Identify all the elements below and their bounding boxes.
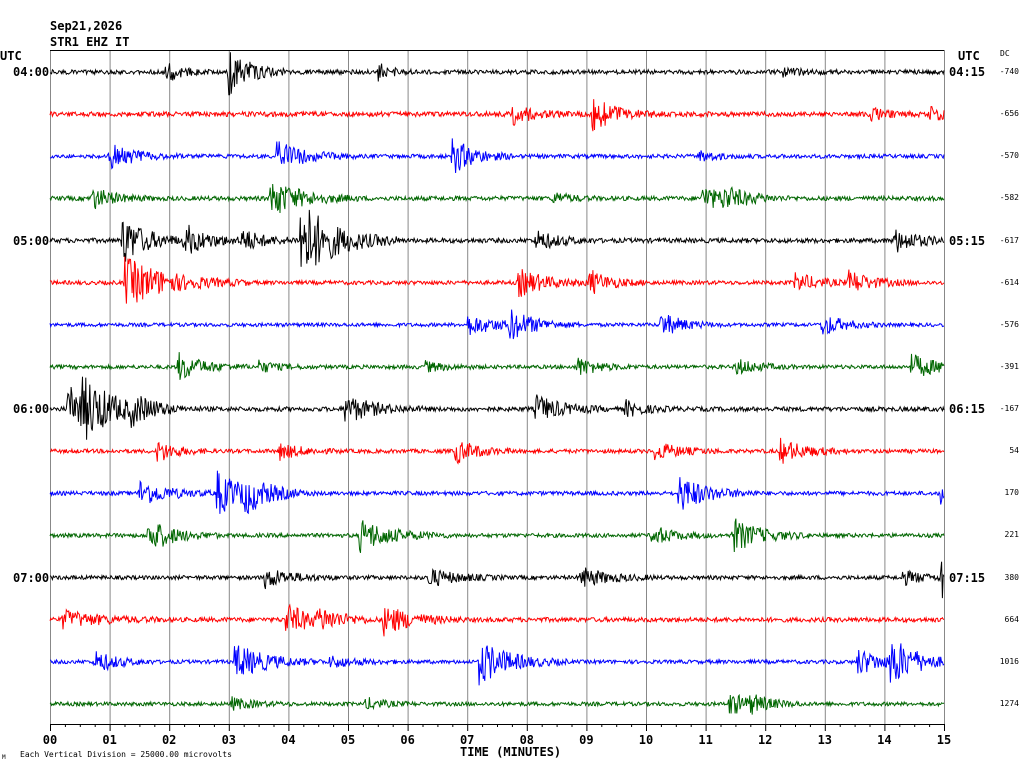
x-tick-label: 05 <box>340 733 356 747</box>
scale-footnote: Each Vertical Division = 25000.00 microv… <box>20 750 232 759</box>
seismic-trace <box>49 183 945 214</box>
seismic-trace <box>49 561 945 599</box>
dc-offset-value: 221 <box>1004 530 1019 540</box>
seismic-trace <box>49 376 945 440</box>
dc-offset-value: 1016 <box>999 656 1019 666</box>
dc-offset-value: -167 <box>999 404 1019 414</box>
x-tick-label: 15 <box>936 733 952 747</box>
corner-mark: M <box>2 754 6 761</box>
seismic-traces <box>49 52 945 715</box>
x-tick-label: 10 <box>638 733 654 747</box>
station-channel: STR1 EHZ IT <box>50 35 130 49</box>
dc-offset-value: -576 <box>999 319 1019 329</box>
plot-date: Sep21,2026 <box>50 19 123 33</box>
x-tick-label: 06 <box>400 733 415 747</box>
time-axis <box>50 724 945 731</box>
x-axis-label: TIME (MINUTES) <box>460 745 562 759</box>
seismic-trace <box>49 603 945 637</box>
x-tick-label: 07 <box>459 733 475 747</box>
x-tick-label: 02 <box>161 733 177 747</box>
dc-offset-value: 1274 <box>999 698 1019 708</box>
minute-grid <box>50 50 945 724</box>
seismic-trace <box>49 352 945 380</box>
time-label-right: 07:15 <box>949 570 986 585</box>
utc-label-left: UTC <box>0 49 22 63</box>
seismic-trace <box>49 518 945 554</box>
x-tick-label: 13 <box>817 733 833 747</box>
time-label-left: 07:00 <box>13 570 50 585</box>
dc-offset-value: -740 <box>999 67 1019 76</box>
dc-label: DC <box>1000 49 1010 58</box>
seismic-trace <box>49 309 945 340</box>
seismic-trace <box>49 256 945 304</box>
x-tick-label: 01 <box>102 733 117 747</box>
dc-offset-value: -582 <box>999 193 1019 203</box>
x-tick-label: 08 <box>519 733 535 747</box>
time-label-right: 04:15 <box>949 65 986 79</box>
time-label-left: 06:00 <box>13 402 50 417</box>
x-tick-label: 00 <box>42 733 58 747</box>
dc-offset-value: -614 <box>999 277 1019 287</box>
seismic-trace <box>49 470 945 515</box>
x-tick-label: 09 <box>579 733 594 747</box>
time-label-right: 06:15 <box>949 402 986 417</box>
x-tick-label: 03 <box>221 733 237 747</box>
time-label-left: 05:00 <box>13 233 50 248</box>
time-label-right: 05:15 <box>949 233 986 248</box>
x-tick-label: 11 <box>698 733 713 747</box>
time-label-left: 04:00 <box>13 65 50 79</box>
dc-offset-value: 380 <box>1004 572 1019 582</box>
dc-offset-value: 170 <box>1004 488 1019 498</box>
seismic-trace <box>49 437 945 465</box>
seismic-trace <box>49 52 945 96</box>
seismic-trace <box>49 209 945 267</box>
dc-offset-value: -570 <box>999 151 1019 161</box>
seismic-trace <box>49 693 945 715</box>
dc-offset-value: 54 <box>1009 446 1019 456</box>
dc-offset-value: -656 <box>999 109 1019 119</box>
dc-offset-value: -617 <box>999 235 1019 245</box>
seismic-trace <box>49 99 945 132</box>
seismic-trace <box>49 138 945 174</box>
x-tick-label: 12 <box>757 733 773 747</box>
utc-label-right: UTC <box>958 49 980 63</box>
dc-offset-value: 664 <box>1004 614 1019 624</box>
dc-offset-value: -391 <box>999 361 1019 371</box>
x-tick-label: 14 <box>877 733 892 747</box>
seismic-trace <box>49 643 945 686</box>
x-tick-label: 04 <box>281 733 296 747</box>
